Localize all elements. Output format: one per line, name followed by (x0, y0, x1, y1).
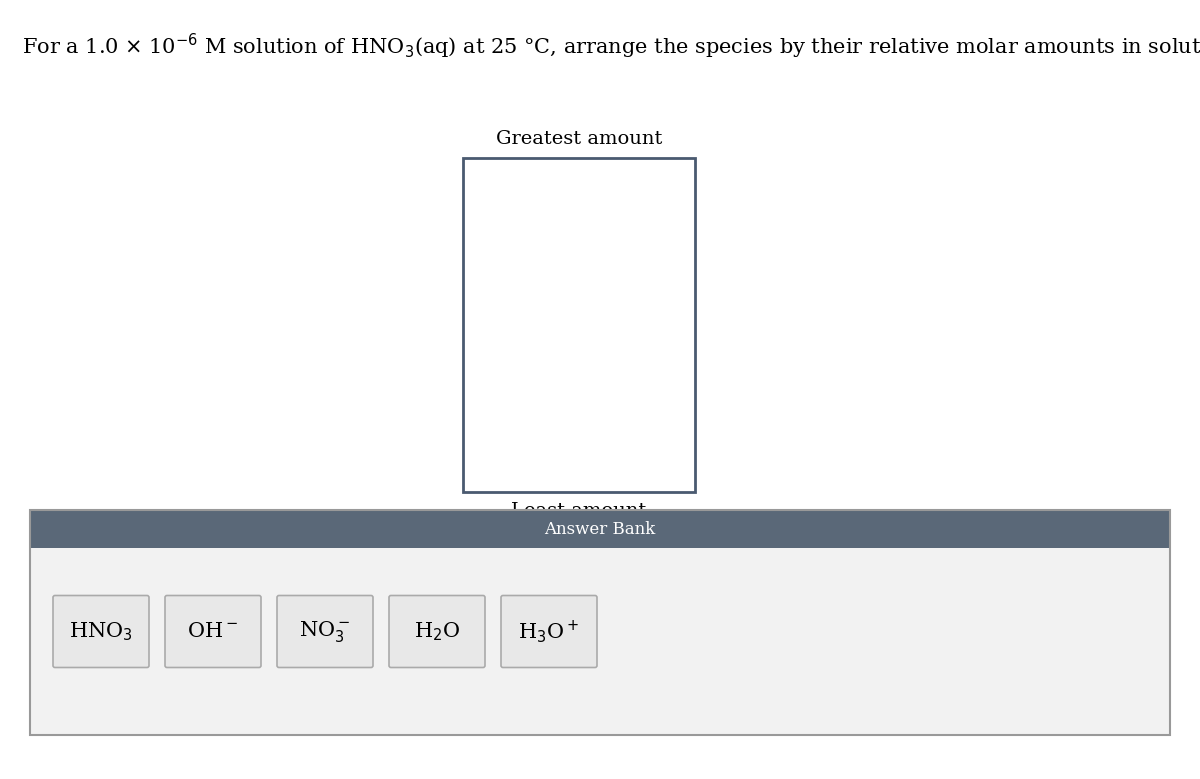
FancyBboxPatch shape (53, 595, 149, 668)
Text: Answer Bank: Answer Bank (545, 520, 655, 538)
Bar (30, 510, 1170, 548)
FancyBboxPatch shape (166, 595, 262, 668)
Text: HNO$_3$: HNO$_3$ (70, 620, 133, 643)
Bar (30, 510, 1170, 735)
Text: NO$_3^-$: NO$_3^-$ (300, 619, 350, 644)
Text: Least amount: Least amount (511, 502, 647, 520)
Bar (463, 158, 695, 492)
FancyBboxPatch shape (502, 595, 598, 668)
FancyBboxPatch shape (389, 595, 485, 668)
Text: Greatest amount: Greatest amount (496, 130, 662, 148)
Text: For a 1.0 $\times$ 10$^{-6}$ M solution of HNO$_3$(aq) at 25 °C, arrange the spe: For a 1.0 $\times$ 10$^{-6}$ M solution … (22, 32, 1200, 62)
Bar (30, 548, 1170, 735)
Text: H$_2$O: H$_2$O (414, 620, 460, 643)
FancyBboxPatch shape (277, 595, 373, 668)
Text: H$_3$O$^+$: H$_3$O$^+$ (518, 618, 580, 645)
Text: OH$^-$: OH$^-$ (187, 622, 239, 641)
